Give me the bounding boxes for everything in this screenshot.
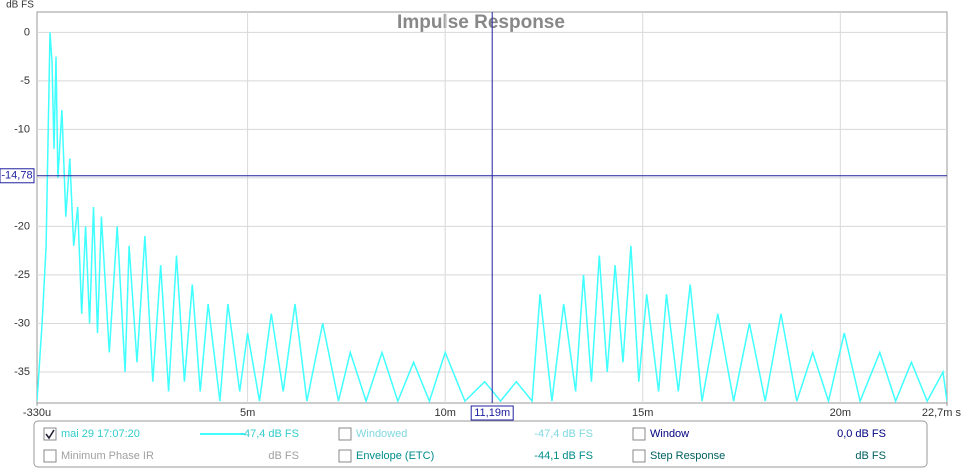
cursor-y-label: -14,78 (1, 170, 32, 182)
panel-reading: dB FS (268, 450, 299, 462)
y-tick-label: -20 (14, 220, 30, 232)
cursor-label-box (0, 168, 35, 184)
cursor-x-label: 11,19m (474, 407, 510, 419)
checkbox[interactable] (338, 449, 352, 463)
panel-reading: -44,1 dB FS (534, 450, 593, 462)
y-tick-label: -10 (14, 123, 30, 135)
x-tick-label: -330u (23, 407, 51, 419)
checkbox[interactable] (43, 427, 57, 441)
y-tick-label: -30 (14, 317, 30, 329)
panel-label: Minimum Phase IR (61, 450, 154, 462)
checkbox[interactable] (338, 427, 352, 441)
x-tick-label: 5m (240, 407, 255, 419)
series-line (37, 32, 947, 403)
x-tick-label: 15m (632, 407, 653, 419)
panel-reading: 0,0 dB FS (837, 428, 886, 440)
y-tick-label: 0 (24, 26, 30, 38)
legend-label: mai 29 17:07:20 (61, 428, 140, 440)
y-tick-label: -5 (20, 75, 30, 87)
x-tick-label: 20m (830, 407, 851, 419)
panel-label: Windowed (356, 428, 407, 440)
y-tick-label: -25 (14, 269, 30, 281)
overlay: 0-5-10-15-20-25-30-35-330u5m10m15m20m22,… (0, 12, 962, 463)
panel-label: Window (650, 428, 689, 440)
legend-reading: -47,4 dB FS (240, 428, 299, 440)
checkbox[interactable] (632, 449, 646, 463)
y-axis-label: dB FS (6, 0, 34, 11)
x-tick-label: 22,7m s (922, 407, 962, 419)
panel-reading: dB FS (855, 450, 886, 462)
checkbox[interactable] (43, 449, 57, 463)
y-tick-label: -35 (14, 366, 30, 378)
chart-title: Impulse Response (397, 12, 565, 33)
panel-label: Envelope (ETC) (356, 450, 434, 462)
checkmark (45, 429, 55, 440)
panel-label: Step Response (650, 450, 725, 462)
panel-reading: -47,4 dB FS (534, 428, 593, 440)
x-tick-label: 10m (434, 407, 455, 419)
legend-panel (33, 420, 928, 468)
checkbox[interactable] (632, 427, 646, 441)
data-layer (37, 32, 947, 403)
cursor-label-box (470, 405, 514, 421)
